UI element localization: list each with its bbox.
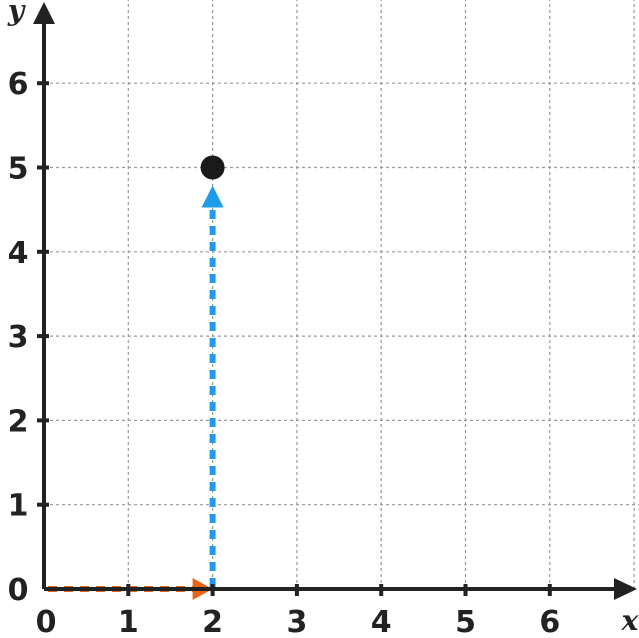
data-points bbox=[200, 155, 225, 180]
data-point bbox=[200, 155, 225, 180]
x-tick-label: 3 bbox=[286, 605, 307, 638]
y-tick-label: 5 bbox=[8, 152, 29, 187]
y-tick-label: 6 bbox=[8, 67, 29, 102]
x-tick-label: 1 bbox=[118, 605, 139, 638]
x-tick-label: 5 bbox=[455, 605, 476, 638]
x-axis-label: x bbox=[621, 604, 639, 637]
x-tick-label: 6 bbox=[539, 605, 560, 638]
tick-labels: 0 1 2 3 4 5 6 0 1 2 3 4 5 6 bbox=[8, 67, 561, 638]
y-axis-arrow-icon bbox=[33, 2, 55, 24]
grid bbox=[44, 0, 639, 589]
y-path-arrow-icon bbox=[201, 185, 224, 208]
y-tick-label: 0 bbox=[8, 573, 29, 608]
tick-marks bbox=[37, 81, 552, 596]
axes bbox=[33, 2, 637, 600]
y-tick-label: 3 bbox=[8, 320, 29, 355]
coordinate-paths bbox=[48, 185, 224, 600]
x-tick-label: 2 bbox=[202, 605, 223, 638]
y-tick-label: 1 bbox=[8, 489, 29, 524]
x-axis-arrow-icon bbox=[614, 578, 637, 600]
x-tick-label: 0 bbox=[36, 605, 57, 638]
y-tick-label: 4 bbox=[8, 236, 29, 271]
y-axis-label: y bbox=[7, 0, 26, 27]
y-tick-label: 2 bbox=[8, 404, 29, 439]
x-tick-label: 4 bbox=[371, 605, 392, 638]
